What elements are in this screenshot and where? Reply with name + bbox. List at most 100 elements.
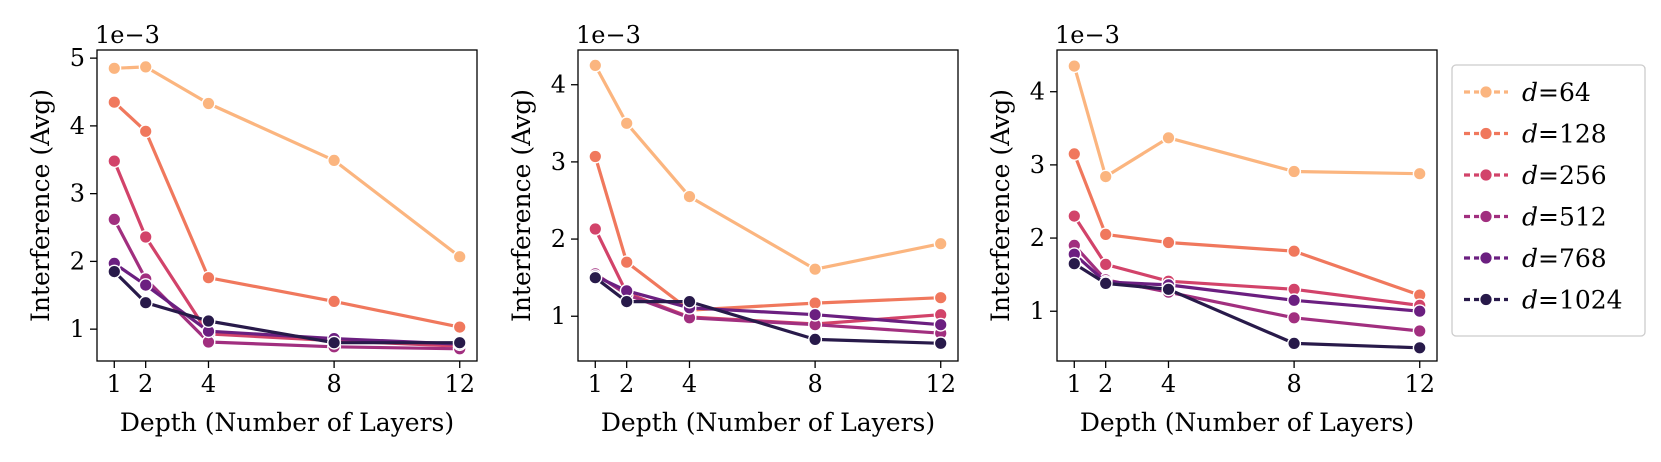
data-point xyxy=(107,61,122,76)
data-point xyxy=(808,296,823,311)
data-point xyxy=(588,270,603,285)
legend-entry: d=128 xyxy=(1464,120,1607,149)
y-tick-label: 1 xyxy=(1030,297,1045,325)
x-tick-label: 2 xyxy=(619,370,634,398)
legend-entry: d=768 xyxy=(1464,244,1607,273)
legend-entry: d=64 xyxy=(1464,78,1591,107)
data-point xyxy=(1287,244,1302,259)
x-tick-label: 2 xyxy=(1098,370,1113,398)
y-axis-label: Interference (Avg) xyxy=(26,89,55,322)
series-line-2 xyxy=(593,154,943,312)
data-point xyxy=(1098,257,1113,272)
data-point xyxy=(107,264,122,279)
legend-marker xyxy=(1478,84,1493,99)
y-tick-label: 3 xyxy=(70,180,85,208)
data-point xyxy=(1412,324,1427,339)
y-tick-label: 4 xyxy=(1030,78,1045,106)
legend-label: d=1024 xyxy=(1522,286,1623,315)
data-point xyxy=(1412,304,1427,319)
y-tick-label: 2 xyxy=(70,247,85,275)
data-point xyxy=(933,336,948,351)
legend-marker xyxy=(1478,209,1493,224)
series-line-5 xyxy=(1072,252,1422,313)
legend-entry: d=256 xyxy=(1464,161,1607,190)
y-tick-label: 3 xyxy=(551,148,566,176)
data-point xyxy=(933,290,948,305)
data-point xyxy=(933,236,948,251)
x-axis-label: Depth (Number of Layers) xyxy=(120,408,454,437)
legend-marker xyxy=(1478,126,1493,141)
data-point xyxy=(808,307,823,322)
data-point xyxy=(1161,282,1176,297)
series-line-1 xyxy=(593,63,943,271)
legend: d=64 d=128 d=256 d=512 d=768 d=1024 xyxy=(1451,64,1646,337)
data-point xyxy=(619,116,634,131)
data-point xyxy=(138,278,153,293)
data-point xyxy=(138,124,153,139)
x-axis-label: Depth (Number of Layers) xyxy=(1080,408,1414,437)
x-tick-label: 8 xyxy=(807,370,822,398)
data-point xyxy=(201,270,216,285)
y-tick-label: 5 xyxy=(70,44,85,72)
legend-entry: d=512 xyxy=(1464,203,1607,232)
data-point xyxy=(1287,310,1302,325)
series-line-1 xyxy=(112,65,462,259)
x-tick-label: 8 xyxy=(326,370,341,398)
x-axis-label: Depth (Number of Layers) xyxy=(601,408,935,437)
y-offset-label: 1e−3 xyxy=(1055,21,1120,49)
y-axis-label: Interference (Avg) xyxy=(986,89,1015,322)
data-point xyxy=(1067,146,1082,161)
data-point xyxy=(808,332,823,347)
data-point xyxy=(1067,256,1082,271)
data-point xyxy=(107,95,122,110)
y-offset-label: 1e−3 xyxy=(576,21,641,49)
x-tick-label: 12 xyxy=(925,370,956,398)
legend-frame xyxy=(1451,64,1646,337)
legend-marker xyxy=(1478,250,1493,265)
data-point xyxy=(327,294,342,309)
y-offset-label: 1e−3 xyxy=(95,21,160,49)
y-tick-label: 2 xyxy=(1030,224,1045,252)
data-point xyxy=(1287,164,1302,179)
data-point xyxy=(1287,293,1302,308)
x-tick-label: 4 xyxy=(201,370,216,398)
data-point xyxy=(1098,276,1113,291)
y-tick-label: 4 xyxy=(551,71,566,99)
y-tick-label: 1 xyxy=(70,315,85,343)
data-point xyxy=(933,317,948,332)
legend-label: d=64 xyxy=(1522,78,1591,107)
x-tick-label: 8 xyxy=(1286,370,1301,398)
series-line-2 xyxy=(1072,152,1422,297)
y-tick-label: 1 xyxy=(551,302,566,330)
y-tick-label: 3 xyxy=(1030,151,1045,179)
data-point xyxy=(1412,340,1427,355)
x-tick-label: 2 xyxy=(138,370,153,398)
series-line-6 xyxy=(112,270,462,345)
y-tick-label: 2 xyxy=(551,225,566,253)
series-line-4 xyxy=(1072,243,1422,333)
data-point xyxy=(588,221,603,236)
axes-frame xyxy=(577,49,959,362)
data-point xyxy=(619,255,634,270)
x-tick-label: 12 xyxy=(1404,370,1435,398)
data-point xyxy=(808,262,823,277)
data-point xyxy=(201,314,216,329)
data-point xyxy=(588,58,603,73)
data-point xyxy=(588,149,603,164)
legend-label: d=128 xyxy=(1522,120,1607,149)
data-point xyxy=(138,295,153,310)
series-line-2 xyxy=(112,100,462,329)
x-tick-label: 12 xyxy=(444,370,475,398)
data-point xyxy=(107,212,122,227)
data-point xyxy=(138,229,153,244)
x-tick-label: 1 xyxy=(588,370,603,398)
axes-frame xyxy=(1056,49,1438,362)
data-point xyxy=(682,189,697,204)
legend-entry: d=1024 xyxy=(1464,286,1623,315)
data-point xyxy=(1412,166,1427,181)
data-point xyxy=(107,154,122,169)
y-axis-label: Interference (Avg) xyxy=(507,89,536,322)
data-point xyxy=(1067,209,1082,224)
